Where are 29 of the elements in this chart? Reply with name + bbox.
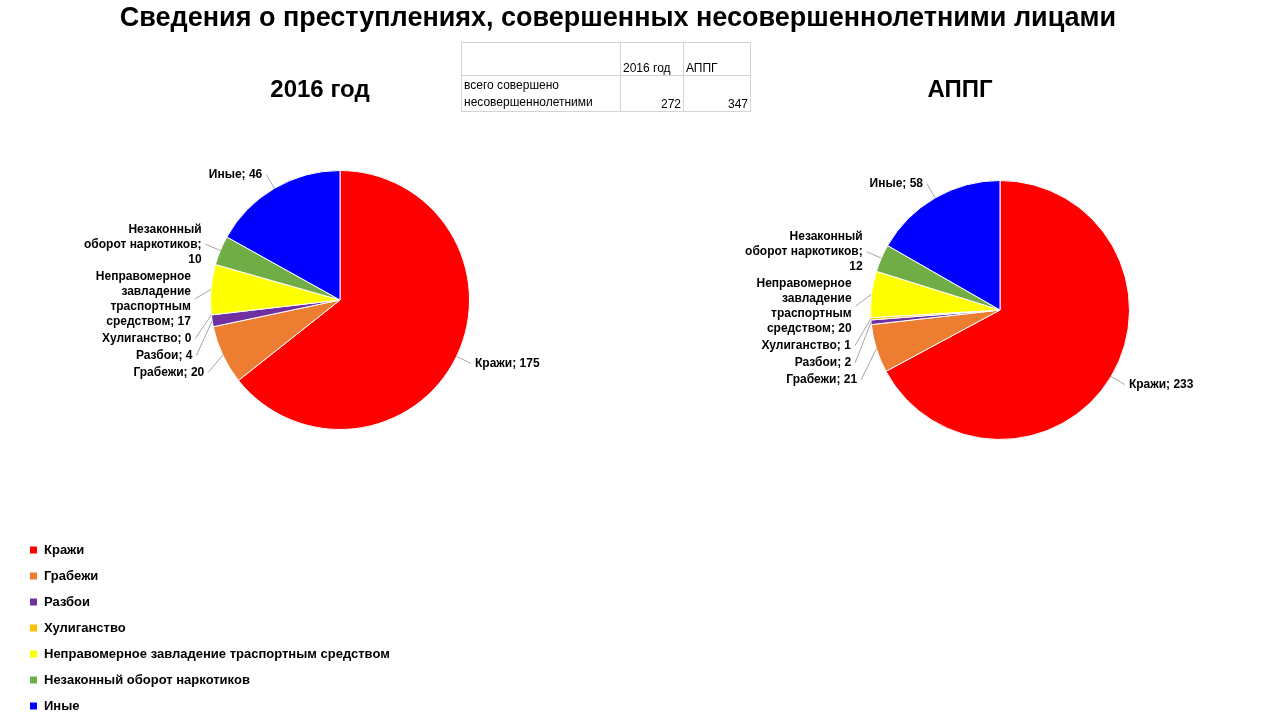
legend-label: Иные [44, 697, 80, 713]
data-label: Неправомерное завладение траспортным средством; 17 [95, 268, 192, 328]
legend-label: Неправомерное завладение траспортным средством [44, 645, 390, 661]
data-label: Хулиганство; 1 [761, 338, 852, 353]
data-label: 272 [620, 75, 684, 112]
data-label: Кражи; 175 [474, 355, 540, 370]
legend-label: Кражи [44, 541, 85, 557]
data-label: Грабежи; 20 [133, 364, 205, 379]
legend-label: Грабежи [44, 567, 99, 583]
legend-label: Незаконный оборот наркотиков [44, 671, 250, 687]
data-label: Незаконный оборот наркотиков; 12 [745, 229, 863, 274]
data-label: Неправомерное завладение траспортным средством; 20 [756, 276, 852, 336]
data-label: Разбои; 4 [135, 347, 193, 362]
data-label: 347 [683, 75, 751, 112]
category-label: всего совершено несовершеннолетними [464, 78, 593, 109]
category-label: АППГ [683, 42, 751, 76]
chart-title: 2016 год [270, 75, 370, 102]
text: Хулиганство; 0 [102, 330, 192, 345]
chart-title: АППГ [927, 75, 993, 102]
data-label: Иные; 46 [208, 166, 263, 181]
data-label: Грабежи; 21 [786, 372, 858, 387]
category-label: 2016 год [620, 42, 684, 76]
data-label: Иные; 58 [869, 176, 924, 191]
legend-label: Разбои [44, 593, 90, 609]
text: Сведения о преступлениях, совершенных несовершеннолетними лицами [118, 2, 1118, 33]
data-label: Незаконный оборот наркотиков; 10 [83, 221, 202, 266]
data-label: Кражи; 233 [1128, 376, 1194, 391]
legend-label: Хулиганство [44, 619, 126, 635]
data-label: Разбои; 2 [794, 355, 852, 370]
